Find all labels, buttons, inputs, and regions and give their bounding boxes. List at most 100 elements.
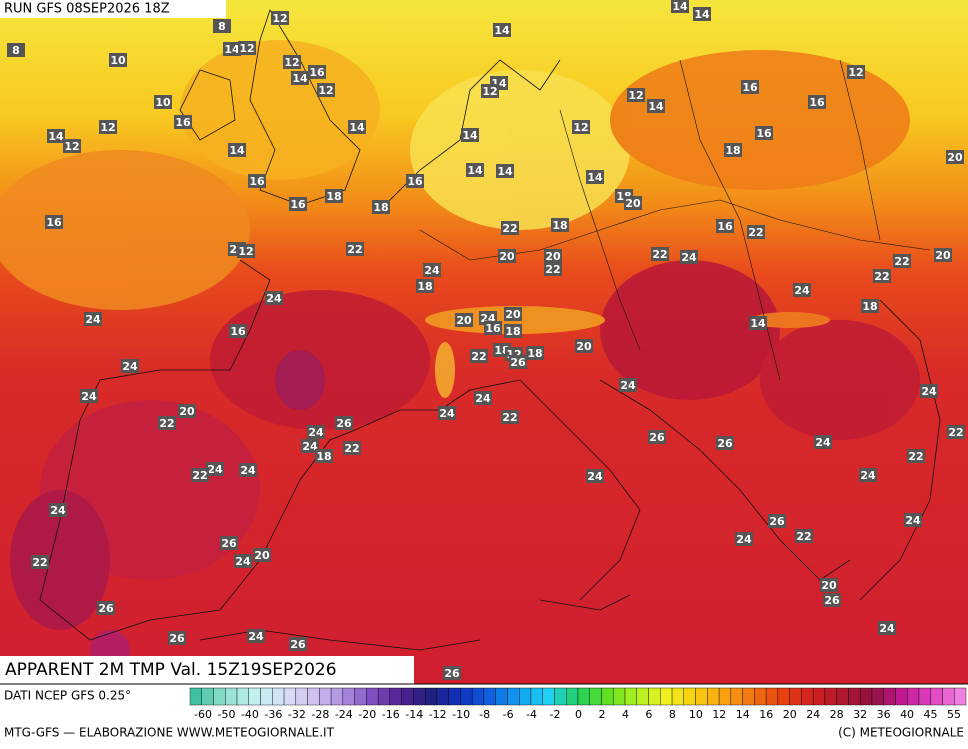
value-label: 10 (154, 95, 172, 109)
swatch (848, 687, 861, 706)
map-title: APPARENT 2M TMP Val. 15Z19SEP2026 (5, 660, 337, 680)
value-label: 14 (461, 128, 479, 142)
swatch (213, 687, 226, 706)
label-box (873, 269, 891, 283)
label-text: 24 (302, 440, 318, 453)
label-box (97, 601, 115, 615)
label-box (84, 312, 102, 326)
label-box (904, 513, 922, 527)
label-text: 22 (502, 222, 517, 235)
label-box (504, 324, 522, 338)
label-text: 24 (248, 630, 264, 643)
label-text: 16 (230, 325, 246, 338)
label-text: 26 (336, 417, 352, 430)
label-text: 10 (110, 54, 126, 67)
value-label: 16 (406, 174, 424, 188)
label-box (627, 88, 645, 102)
label-box (372, 200, 390, 214)
label-box (174, 115, 192, 129)
value-label: 12 (99, 120, 117, 134)
value-label: 14 (671, 0, 689, 13)
swatch (424, 687, 438, 706)
value-label: 14 (228, 143, 246, 157)
label-box (820, 578, 838, 592)
label-box (238, 41, 256, 55)
label-box (178, 404, 196, 418)
label-box (228, 143, 246, 157)
label-text: 26 (444, 667, 460, 680)
label-text: 24 (439, 407, 455, 420)
value-label: 22 (907, 449, 925, 463)
swatch (189, 687, 202, 706)
value-label: 14 (496, 164, 514, 178)
swatch (272, 687, 285, 706)
swatch (648, 687, 661, 706)
swatch (495, 687, 508, 706)
value-label: 20 (624, 196, 642, 210)
color-bar-tick: 8 (669, 708, 676, 721)
value-label: 24 (423, 263, 441, 277)
label-text: 24 (905, 514, 921, 527)
label-text: 14 (494, 24, 510, 37)
label-box (861, 299, 879, 313)
label-box (289, 637, 307, 651)
label-text: 18 (862, 300, 877, 313)
swatch (225, 687, 238, 706)
color-bar-tick: -28 (311, 708, 329, 721)
label-text: 22 (32, 556, 47, 569)
label-text: 22 (894, 255, 909, 268)
label-box (793, 283, 811, 297)
label-text: 16 (290, 198, 306, 211)
label-text: 22 (471, 350, 486, 363)
value-label: 12 (238, 41, 256, 55)
value-label: 24 (265, 291, 283, 305)
footer-left: MTG-GFS — ELABORAZIONE WWW.METEOGIORNALE… (4, 726, 335, 740)
label-box (741, 80, 759, 94)
label-box (795, 529, 813, 543)
swatch (201, 687, 214, 706)
swatch (330, 687, 344, 706)
data-source: DATI NCEP GFS 0.25° (4, 689, 131, 703)
label-text: 14 (349, 121, 365, 134)
color-bar-tick: 45 (924, 708, 938, 721)
value-label: 26 (716, 436, 734, 450)
value-label: 16 (308, 65, 326, 79)
label-box (501, 410, 519, 424)
label-box (501, 221, 519, 235)
value-label: 20 (504, 307, 522, 321)
label-box (586, 170, 604, 184)
color-bar-tick: 40 (900, 708, 914, 721)
label-text: 22 (192, 469, 207, 482)
value-label: 12 (63, 139, 81, 153)
label-box (724, 143, 742, 157)
value-label: 24 (814, 435, 832, 449)
color-bar-tick: -24 (335, 708, 353, 721)
label-box (234, 554, 252, 568)
value-label: 22 (470, 349, 488, 363)
label-box (859, 468, 877, 482)
value-label: 24 (307, 425, 325, 439)
value-label: 12 (572, 120, 590, 134)
label-text: 14 (292, 72, 308, 85)
label-box (247, 629, 265, 643)
value-label: 16 (174, 115, 192, 129)
swatch (519, 687, 532, 706)
color-bar-tick: 12 (712, 708, 726, 721)
value-label: 14 (493, 23, 511, 37)
label-text: 8 (12, 44, 20, 57)
value-label: 26 (97, 601, 115, 615)
swatch (907, 687, 920, 706)
label-text: 20 (821, 579, 837, 592)
label-text: 16 (485, 322, 501, 335)
value-label: 12 (847, 65, 865, 79)
color-bar-tick: -2 (550, 708, 561, 721)
value-label: 22 (343, 441, 361, 455)
swatch (942, 687, 955, 706)
swatch (836, 687, 849, 706)
value-label: 26 (823, 593, 841, 607)
swatch (577, 687, 590, 706)
label-text: 24 (81, 390, 97, 403)
label-text: 24 (122, 360, 138, 373)
value-label: 16 (755, 126, 773, 140)
